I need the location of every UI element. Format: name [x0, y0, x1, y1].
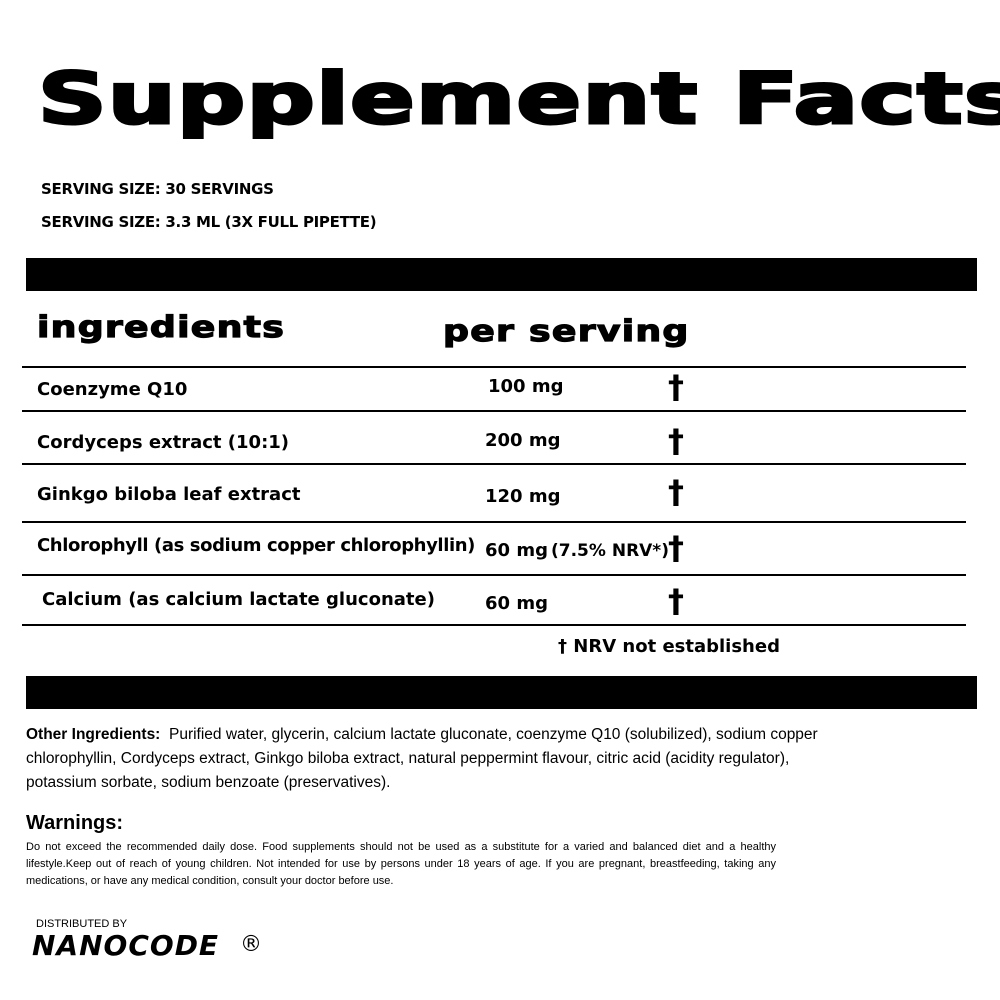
other-ingredients-label: Other Ingredients:	[26, 726, 161, 743]
ingredient-name: Coenzyme Q10	[37, 379, 188, 400]
page-title: Supplement Facts	[36, 57, 1000, 142]
top-black-bar	[26, 258, 977, 291]
bottom-black-bar	[26, 676, 977, 709]
serving-size: SERVING SIZE: 3.3 ML (3X FULL PIPETTE)	[41, 213, 377, 231]
ingredient-amount: 100 mg	[488, 376, 564, 397]
registered-mark: ®	[240, 932, 262, 957]
ingredients-header: ingredients	[36, 309, 286, 344]
ingredient-amount: 200 mg	[485, 430, 561, 451]
ingredient-name: Cordyceps extract (10:1)	[37, 432, 290, 453]
row-divider	[22, 521, 966, 523]
ingredient-amount: 120 mg	[485, 486, 561, 507]
ingredient-amount: 60 mg	[485, 593, 548, 614]
dagger-mark: †	[668, 529, 684, 567]
row-divider	[22, 410, 966, 412]
serving-count: SERVING SIZE: 30 SERVINGS	[41, 180, 274, 198]
row-divider	[22, 624, 966, 626]
row-divider	[22, 463, 966, 465]
ingredient-name: Calcium (as calcium lactate gluconate)	[42, 589, 435, 610]
dagger-mark: †	[668, 422, 684, 460]
dagger-mark: †	[668, 473, 684, 511]
other-ingredients-text: Purified water, glycerin, calcium lactat…	[26, 726, 818, 791]
other-ingredients: Other Ingredients: Purified water, glyce…	[26, 723, 846, 795]
row-divider	[22, 366, 966, 368]
per-serving-header: per serving	[442, 313, 690, 348]
nrv-percent: (7.5% NRV*)	[551, 541, 669, 561]
dagger-mark: †	[668, 368, 684, 406]
row-divider	[22, 574, 966, 576]
ingredient-amount: 60 mg	[485, 540, 548, 561]
dagger-mark: †	[668, 582, 684, 620]
nanocode-logo: NANOCODE	[32, 929, 220, 962]
warnings-text: Do not exceed the recommended daily dose…	[26, 841, 776, 887]
warnings-title: Warnings:	[26, 812, 124, 834]
nrv-footnote: † NRV not established	[558, 636, 780, 657]
ingredient-name: Ginkgo biloba leaf extract	[37, 484, 301, 505]
distributed-by-label: DISTRIBUTED BY	[36, 918, 128, 930]
ingredient-name: Chlorophyll (as sodium copper chlorophyl…	[37, 535, 475, 556]
